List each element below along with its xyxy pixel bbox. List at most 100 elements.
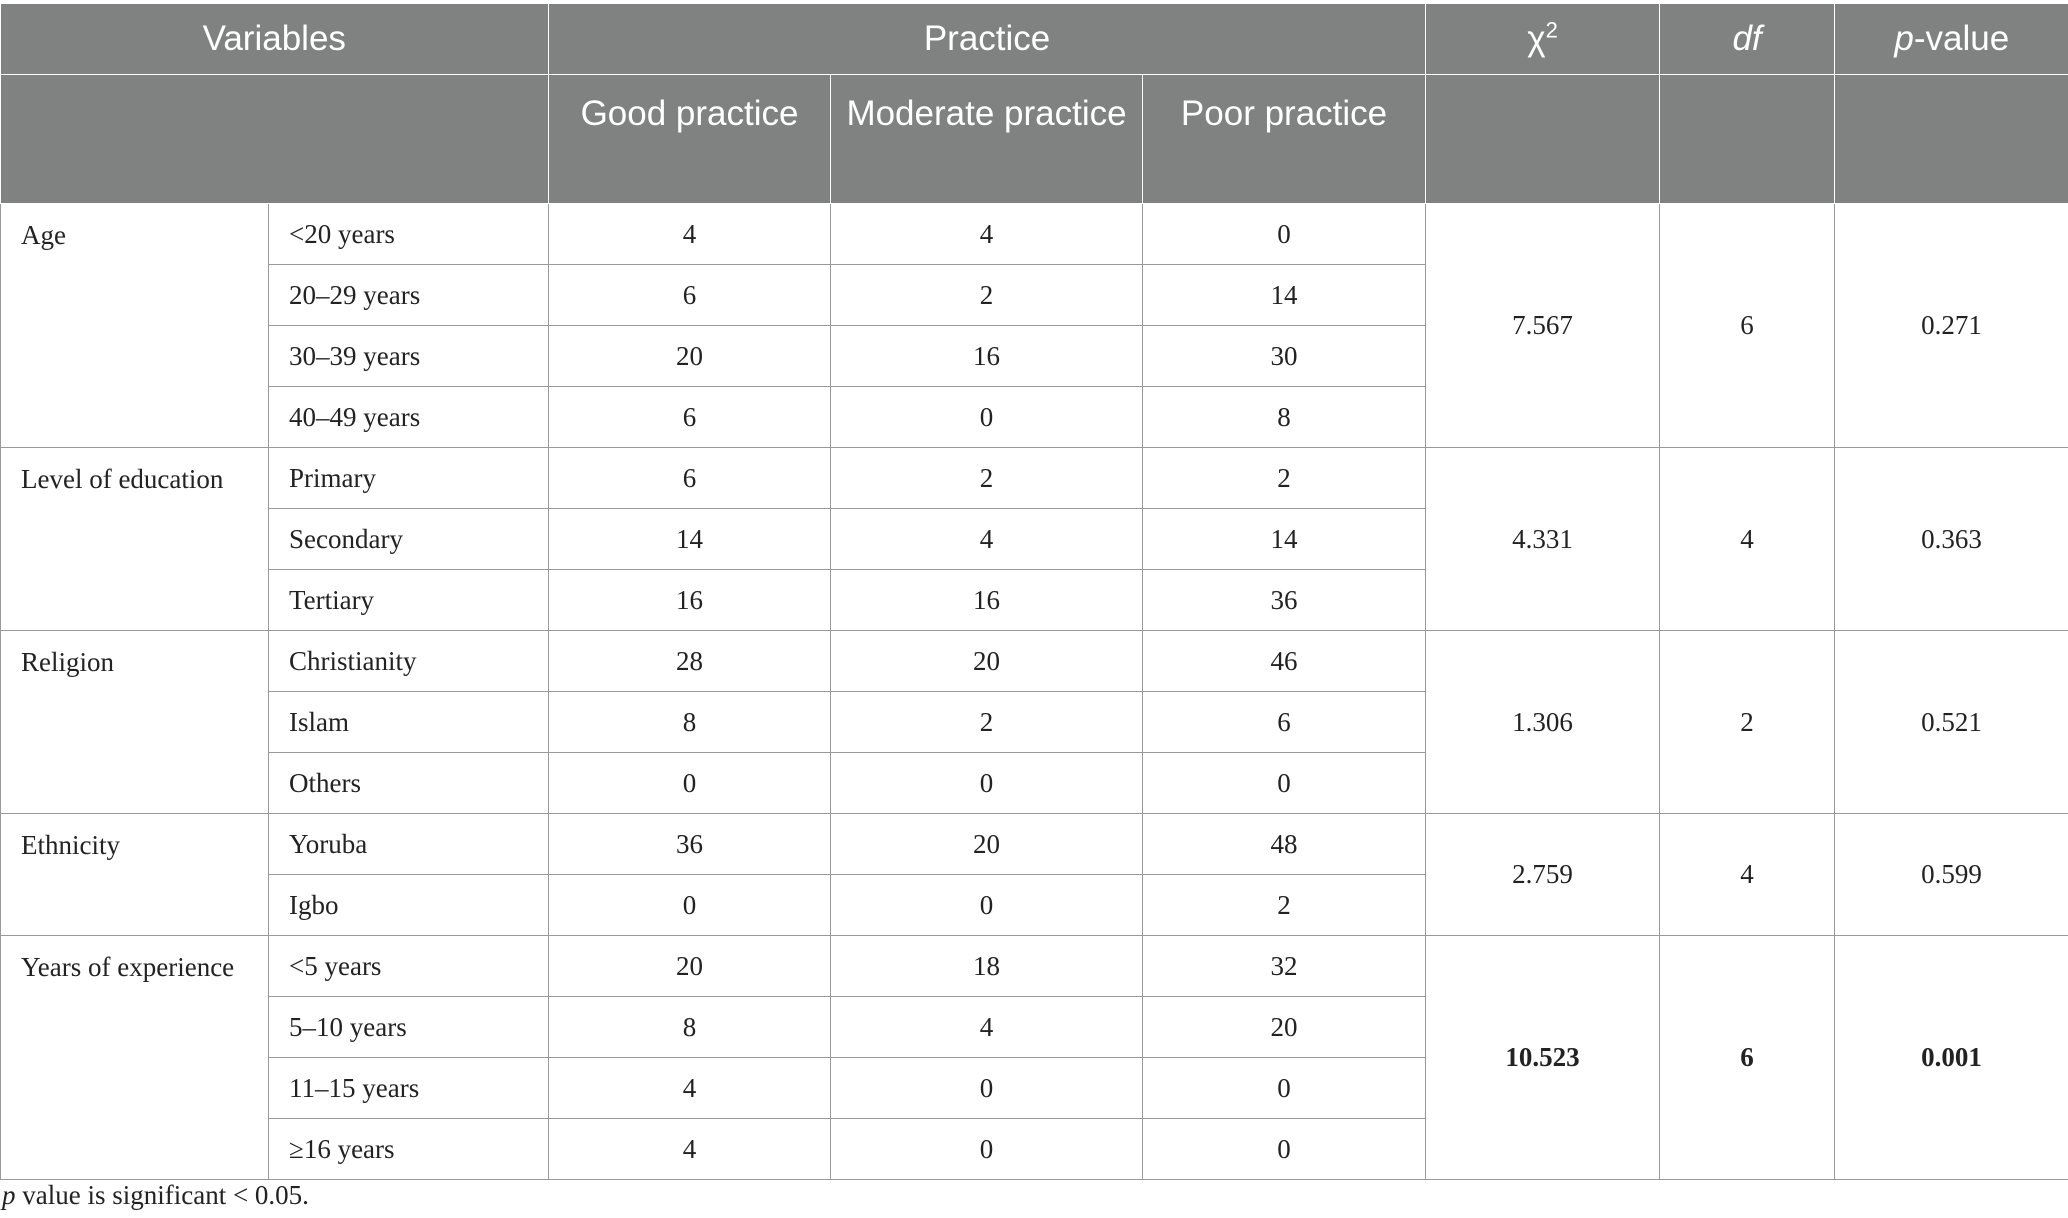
blank-p-header [1834, 74, 2068, 204]
good-practice-cell: 16 [548, 569, 832, 631]
table-row: Tertiary 16 16 36 [1, 569, 2068, 631]
category-cell: 11–15 years [267, 1057, 550, 1119]
table-row: Secondary 14 4 14 [1, 508, 2068, 570]
poor-practice-cell: 14 [1142, 508, 1427, 570]
table-row: ≥16 years 4 0 0 [1, 1118, 2068, 1180]
good-practice-cell: 4 [548, 203, 832, 265]
poor-practice-cell: 6 [1142, 691, 1427, 753]
p-value-cell: 0.599 [1834, 813, 2068, 936]
chi-superscript: 2 [1545, 17, 1558, 43]
moderate-practice-cell: 20 [830, 630, 1144, 692]
header-row-2: Good practice Moderate practice Poor pra… [0, 74, 2068, 204]
moderate-practice-cell: 4 [830, 203, 1144, 265]
category-cell: Tertiary [267, 569, 550, 631]
moderate-practice-cell: 0 [830, 386, 1144, 448]
footnote: p value is significant < 0.05. [2, 1180, 309, 1211]
chi-square-header: χ2 [1425, 4, 1660, 75]
df-label: df [1732, 19, 1762, 58]
blank-chi-header [1425, 74, 1660, 204]
table-row: 20–29 years 6 2 14 [1, 264, 2068, 326]
poor-practice-header: Poor practice [1142, 74, 1426, 204]
footnote-p: p [2, 1180, 16, 1210]
good-practice-cell: 36 [548, 813, 832, 875]
moderate-practice-cell: 18 [830, 935, 1144, 997]
table-row: Level of education Primary 6 2 2 4.331 4 0.363 [0, 447, 2068, 631]
good-practice-cell: 20 [548, 325, 832, 387]
chi-square-cell: 2.759 [1425, 813, 1661, 936]
good-practice-cell: 8 [548, 996, 832, 1058]
practice-header: Practice [548, 4, 1426, 75]
chi-square-cell: 1.306 [1425, 630, 1661, 814]
category-cell: 30–39 years [267, 325, 550, 387]
moderate-practice-cell: 4 [830, 508, 1144, 570]
p-value-cell: 0.001 [1834, 935, 2068, 1180]
blank-df-header [1659, 74, 1835, 204]
poor-practice-cell: 0 [1142, 203, 1427, 265]
df-cell: 4 [1659, 447, 1836, 631]
category-cell: 20–29 years [267, 264, 550, 326]
p-letter: p [1894, 19, 1914, 58]
moderate-practice-cell: 0 [830, 874, 1144, 936]
good-practice-cell: 4 [548, 1118, 832, 1180]
moderate-practice-cell: 2 [830, 264, 1144, 326]
poor-practice-cell: 0 [1142, 1118, 1427, 1180]
table-row: Years of experience <5 years 20 18 32 10.523 6… [0, 935, 2068, 1180]
df-cell: 6 [1659, 935, 1836, 1180]
p-value-cell: 0.363 [1834, 447, 2068, 631]
table-row: Others 0 0 0 [1, 752, 2068, 814]
table-row: Islam 8 2 6 [1, 691, 2068, 753]
variable-cell: Level of education [0, 447, 269, 631]
good-practice-cell: 28 [548, 630, 832, 692]
category-cell: Igbo [267, 874, 550, 936]
poor-practice-cell: 14 [1142, 264, 1427, 326]
variable-cell: Years of experience [0, 935, 269, 1180]
variable-cell: Ethnicity [0, 813, 269, 936]
category-cell: ≥16 years [267, 1118, 550, 1180]
poor-practice-cell: 2 [1142, 874, 1427, 936]
table-row: 11–15 years 4 0 0 [1, 1057, 2068, 1119]
chi-square-cell: 7.567 [1425, 203, 1661, 448]
df-cell: 2 [1659, 630, 1836, 814]
results-table: Variables Practice χ2 df p-value Good pr… [0, 4, 2068, 1180]
good-practice-cell: 0 [548, 874, 832, 936]
chi-square-cell: 4.331 [1425, 447, 1661, 631]
category-cell: Christianity [267, 630, 550, 692]
moderate-practice-cell: 4 [830, 996, 1144, 1058]
poor-practice-cell: 32 [1142, 935, 1427, 997]
poor-practice-cell: 0 [1142, 752, 1427, 814]
good-practice-cell: 6 [548, 447, 832, 509]
category-cell: Yoruba [267, 813, 550, 875]
good-practice-cell: 0 [548, 752, 832, 814]
moderate-practice-cell: 16 [830, 569, 1144, 631]
table-row: 40–49 years 6 0 8 [1, 386, 2068, 448]
table-body: Age <20 years 4 4 0 7.567 6 0.271 20–29 years 6 2 1… [0, 203, 2068, 1180]
poor-practice-cell: 48 [1142, 813, 1427, 875]
variable-cell: Age [0, 203, 269, 448]
df-header: df [1659, 4, 1835, 75]
category-cell: Primary [267, 447, 550, 509]
good-practice-cell: 6 [548, 386, 832, 448]
moderate-practice-cell: 20 [830, 813, 1144, 875]
poor-practice-cell: 8 [1142, 386, 1427, 448]
p-value-cell: 0.521 [1834, 630, 2068, 814]
moderate-practice-cell: 0 [830, 752, 1144, 814]
df-cell: 6 [1659, 203, 1836, 448]
poor-practice-cell: 2 [1142, 447, 1427, 509]
category-cell: <5 years [267, 935, 550, 997]
p-value-suffix: -value [1913, 19, 2010, 58]
table-row: 30–39 years 20 16 30 [1, 325, 2068, 387]
good-practice-cell: 14 [548, 508, 832, 570]
moderate-practice-cell: 0 [830, 1057, 1144, 1119]
table-row: 5–10 years 8 4 20 [1, 996, 2068, 1058]
table-row: Ethnicity Yoruba 36 20 48 2.759 4 0.599 [0, 813, 2068, 936]
good-practice-cell: 4 [548, 1057, 832, 1119]
poor-practice-cell: 36 [1142, 569, 1427, 631]
good-practice-header: Good practice [548, 74, 831, 204]
moderate-practice-cell: 0 [830, 1118, 1144, 1180]
header-row-1: Variables Practice χ2 df p-value [0, 4, 2068, 75]
p-value-cell: 0.271 [1834, 203, 2068, 448]
category-cell: Islam [267, 691, 550, 753]
category-cell: Secondary [267, 508, 550, 570]
df-cell: 4 [1659, 813, 1836, 936]
p-value-header: p-value [1834, 4, 2068, 75]
